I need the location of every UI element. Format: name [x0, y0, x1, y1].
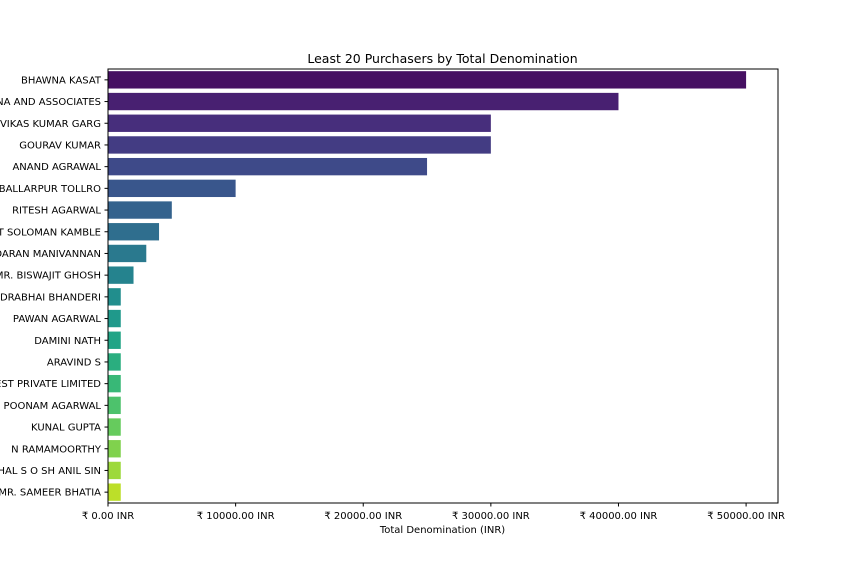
y-tick-label: GOURAV KUMAR [19, 140, 101, 151]
bar [108, 266, 134, 284]
bar [108, 440, 121, 458]
bar [108, 483, 121, 501]
y-tick-label: RITESH AGARWAL [12, 206, 101, 217]
bar [108, 418, 121, 436]
y-tick-label: PAWAN AGARWAL [13, 314, 102, 325]
x-tick-label: ₹ 20000.00 INR [324, 511, 402, 522]
bar [108, 114, 491, 132]
y-tick-label: MR. SAMEER BHATIA [0, 488, 101, 499]
bar [108, 396, 121, 415]
y-tick-label: N RAMAMOORTHY [11, 444, 102, 455]
y-tick-label: DARAN MANIVANNAN [0, 249, 101, 260]
chart-title: Least 20 Purchasers by Total Denominatio… [307, 51, 577, 66]
y-tick-labels: BHAWNA KASAT NA AND ASSOCIATES VIKAS KUMAR… [0, 75, 108, 499]
x-tick-label: ₹ 0.00 INR [82, 511, 134, 522]
y-tick-label: KUNAL GUPTA [31, 423, 101, 434]
bar [108, 136, 491, 154]
y-tick-label: BHAWNA KASAT [21, 75, 102, 86]
bar [108, 223, 160, 241]
bar [108, 244, 147, 263]
bar [108, 331, 121, 349]
bar [108, 71, 747, 89]
bar [108, 309, 121, 328]
bar [108, 201, 172, 219]
bars-group [108, 71, 747, 501]
bar [108, 157, 428, 176]
y-tick-label: EST PRIVATE LIMITED [0, 379, 101, 390]
y-tick-label: ARAVIND S [47, 357, 101, 368]
x-axis-label: Total Denomination (INR) [379, 525, 505, 536]
x-ticks: ₹ 0.00 INR ₹ 10000.00 INR ₹ 20000.00 INR ₹ … [82, 503, 785, 522]
bar [108, 374, 121, 393]
y-tick-label: BALLARPUR TOLLRO [0, 184, 101, 195]
x-tick-label: ₹ 50000.00 INR [707, 511, 785, 522]
y-tick-label: DAMINI NATH [34, 336, 101, 347]
y-tick-label: ANAND AGRAWAL [12, 162, 101, 173]
bar [108, 353, 121, 371]
bar [108, 92, 619, 111]
x-tick-label: ₹ 30000.00 INR [452, 511, 530, 522]
y-tick-label: POONAM AGARWAL [4, 401, 102, 412]
bar [108, 179, 236, 198]
x-tick-label: ₹ 10000.00 INR [197, 511, 275, 522]
plot-frame [107, 68, 779, 504]
x-tick-label: ₹ 40000.00 INR [580, 511, 658, 522]
bar [108, 288, 121, 306]
y-tick-label: T SOLOMAN KAMBLE [0, 227, 101, 238]
bar [108, 461, 121, 480]
y-tick-label: NA AND ASSOCIATES [0, 97, 101, 108]
y-tick-label: DRABHAI BHANDERI [0, 292, 101, 303]
y-tick-label: VIKAS KUMAR GARG [0, 119, 101, 130]
y-tick-label: MR. BISWAJIT GHOSH [0, 271, 101, 282]
y-tick-label: HAL S O SH ANIL SIN [0, 466, 101, 477]
